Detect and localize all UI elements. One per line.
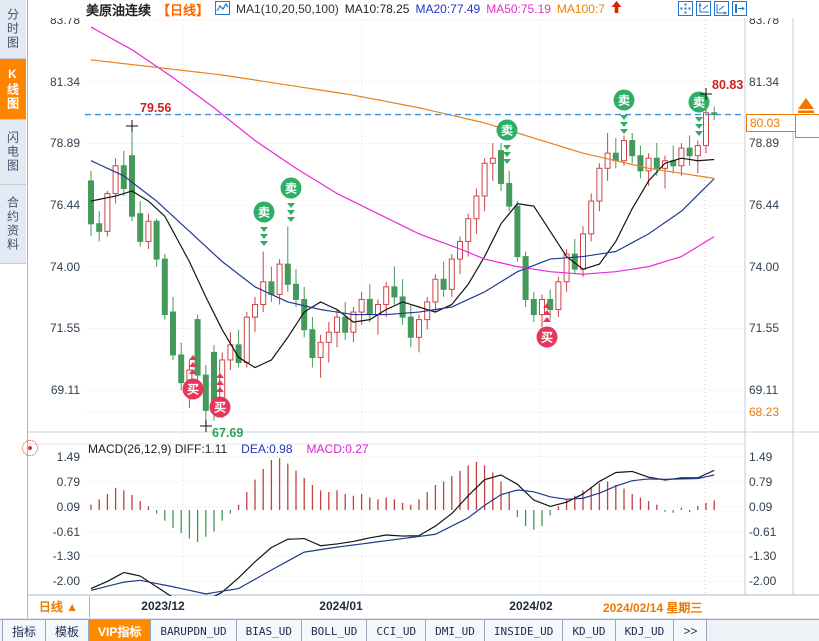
ma-values: MA10:78.25 MA20:77.49 MA50:75.19 MA100:7 [339, 2, 605, 16]
ma-value-label: MA100:7 [556, 2, 605, 16]
axis-tick-label: 81.34 [49, 74, 80, 89]
month-axis-label: 2023/12 [141, 599, 185, 613]
sidebar-item-kline-chart[interactable]: K线图 [0, 59, 26, 120]
period-selector[interactable]: 日线 ▲ [27, 596, 90, 618]
macd-legend-item: DEA:0.98 [241, 442, 293, 456]
time-axis-row: 日线 ▲ 2024/02/14 星期三 2023/12 2024/01 2024/0… [0, 596, 819, 618]
sidebar-item-contract-info[interactable]: 合约资料 [0, 185, 26, 264]
sell-signal-badge: 卖 [258, 205, 270, 220]
price-up-arrow-icon [611, 1, 622, 17]
axis-tick-label: -1.30 [749, 549, 777, 564]
axis-tick-label: 0.09 [749, 499, 773, 514]
chart-type-icon [215, 0, 231, 18]
price-extreme-label: 79.56 [140, 101, 171, 115]
chart-toolbar [678, 1, 747, 16]
axis-tick-label: 78.89 [749, 136, 780, 151]
axis-tick-label: 69.11 [749, 382, 779, 397]
bottom-tab[interactable]: BOLL_UD [301, 620, 368, 641]
last-price-value: 80.03 [750, 116, 781, 130]
macd-legend: MACD(26,12,9) DIFF:1.11 DEA:0.98 MACD:0.27 [88, 442, 383, 456]
indicator-alert-icon[interactable] [22, 440, 38, 456]
bottom-tab[interactable]: INSIDE_UD [484, 620, 564, 641]
macd-legend-item: MACD(26,12,9) DIFF:1.11 [88, 442, 228, 456]
edge-price-box [795, 114, 819, 138]
axis-tick-label: 74.00 [749, 259, 780, 274]
chart-header: 美原油连续 【日线】 MA1(10,20,50,100) MA10:78.25 M… [28, 0, 819, 18]
axis-tick-label: 78.89 [49, 136, 80, 151]
bottom-tab[interactable]: CCI_UD [367, 620, 427, 641]
axis-tick-label: 0.79 [56, 474, 80, 489]
symbol-title: 美原油连续 [86, 2, 152, 18]
axis-tick-label: -0.61 [749, 524, 777, 539]
price-extreme-label: 80.83 [712, 78, 743, 92]
axis-tick-label: 74.00 [49, 259, 80, 274]
sidebar: 分时图 K线图 闪电图 合约资料 [0, 0, 28, 596]
month-axis-label: 2024/01 [319, 599, 363, 613]
buy-signal-badge: 买 [187, 383, 199, 397]
axis-tick-label: 1.49 [749, 449, 773, 464]
x-axis-scale-icon[interactable] [714, 1, 729, 16]
bottom-tab[interactable]: 指标 [2, 620, 47, 641]
macd-legend-item: MACD:0.27 [306, 442, 369, 456]
crosshair-icon[interactable] [678, 1, 693, 16]
ma-value-label: MA50:75.19 [486, 2, 551, 16]
sell-signal-badge: 卖 [618, 93, 630, 108]
buy-signal-badge: 买 [214, 401, 226, 415]
indicator-tab-bar: 指标 模板 VIP指标 BARUPDN_UD BIAS_UD BOLL_UD CCI_UD D… [0, 619, 819, 641]
bottom-tab[interactable]: 模板 [46, 620, 90, 641]
ma-value-label: MA10:78.25 [344, 2, 410, 16]
bottom-tab[interactable]: KDJ_UD [615, 620, 675, 641]
pan-right-icon[interactable] [732, 1, 747, 16]
bottom-tab[interactable]: BARUPDN_UD [151, 620, 237, 641]
current-date-label: 2024/02/14 星期三 [603, 601, 703, 615]
axis-tick-label: 71.55 [49, 321, 80, 336]
axis-tick-label: -1.30 [52, 549, 80, 564]
axis-tick-label: 0.09 [56, 499, 80, 514]
bottom-tab[interactable]: VIP指标 [89, 620, 152, 641]
axis-tick-label: -0.61 [52, 524, 80, 539]
axis-tick-label: -2.00 [749, 574, 777, 589]
bottom-tab[interactable]: KD_UD [563, 620, 616, 641]
axis-tick-label: 68.23 [749, 405, 780, 420]
last-price-box: 80.03 [746, 114, 797, 132]
axis-tick-label: 81.34 [749, 74, 780, 89]
axis-tick-label: 69.11 [50, 382, 80, 397]
axis-tick-label: 0.79 [749, 474, 773, 489]
axis-tick-label: -2.00 [52, 574, 80, 589]
month-axis-label: 2024/02 [509, 599, 553, 613]
bottom-tab[interactable]: >> [674, 620, 708, 641]
buy-signal-badge: 买 [541, 331, 553, 345]
sidebar-item-time-chart[interactable]: 分时图 [0, 0, 26, 59]
sidebar-item-flash-chart[interactable]: 闪电图 [0, 120, 26, 185]
bottom-tab[interactable]: DMI_UD [426, 620, 485, 641]
y-axis-scale-icon[interactable] [696, 1, 711, 16]
bottom-tab[interactable]: BIAS_UD [236, 620, 302, 641]
axis-tick-label: 1.49 [56, 449, 80, 464]
ma-settings-label: MA1(10,20,50,100) [236, 2, 339, 16]
axis-tick-label: 71.55 [749, 321, 780, 336]
sell-signal-badge: 卖 [501, 123, 513, 138]
axis-tick-label: 76.44 [749, 198, 780, 213]
ma-value-label: MA20:77.49 [415, 2, 481, 16]
sell-signal-badge: 卖 [693, 95, 705, 110]
sell-signal-badge: 卖 [285, 181, 297, 196]
price-extreme-label: 67.69 [212, 426, 243, 440]
period-tag: 【日线】 [157, 2, 210, 18]
axis-tick-label: 76.44 [49, 198, 80, 213]
